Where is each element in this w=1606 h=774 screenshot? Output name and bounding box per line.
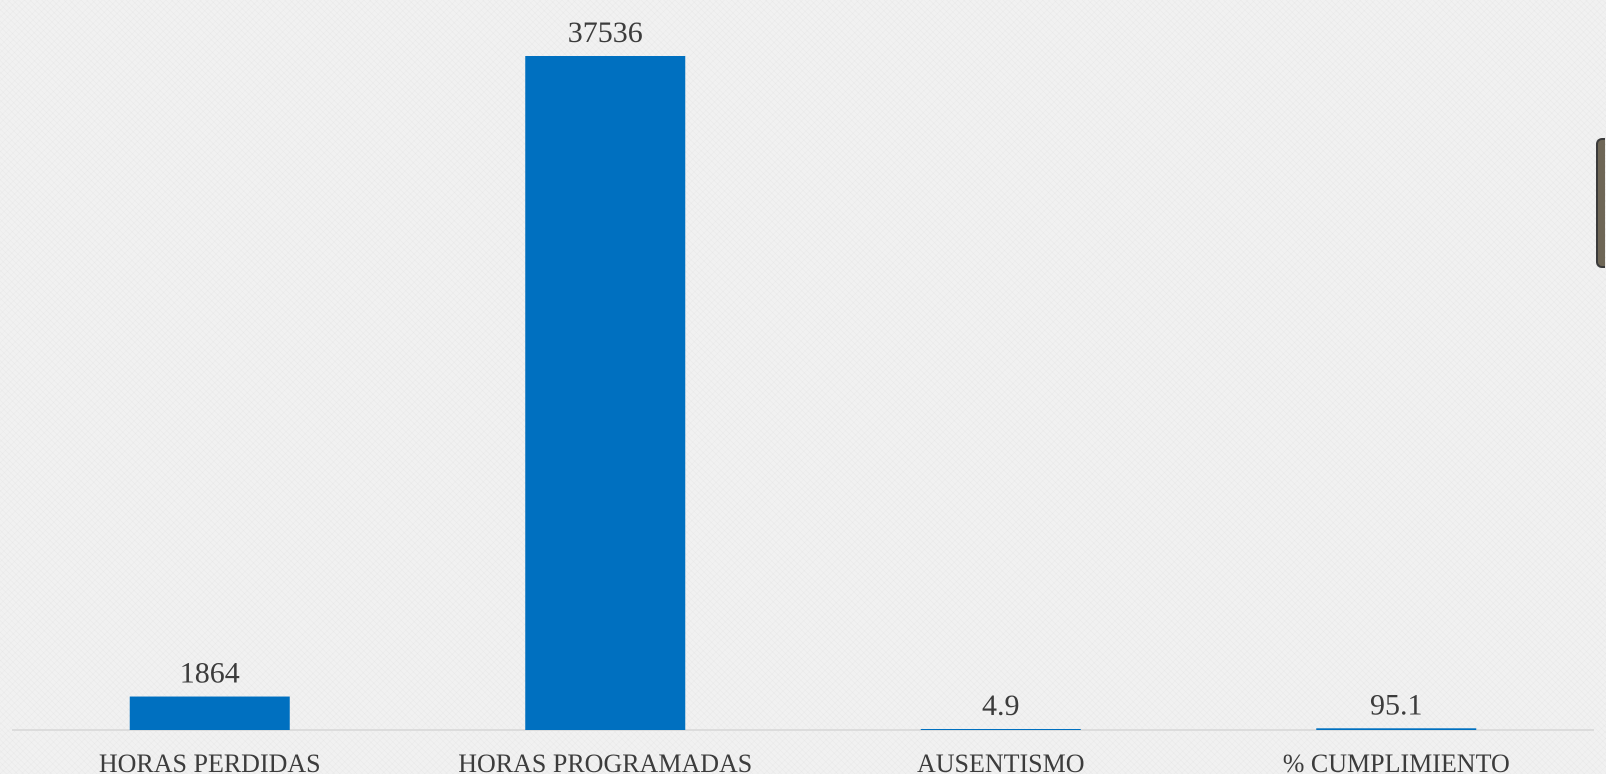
category-label-3: % CUMPLIMIENTO bbox=[1283, 749, 1510, 774]
bar-0 bbox=[129, 696, 290, 730]
value-label-2: 4.9 bbox=[982, 689, 1020, 722]
value-label-1: 37536 bbox=[568, 16, 643, 49]
category-label-2: AUSENTISMO bbox=[917, 749, 1085, 774]
category-label-0: HORAS PERDIDAS bbox=[99, 749, 321, 774]
bar-3 bbox=[1316, 728, 1477, 730]
bar-1 bbox=[525, 56, 686, 730]
bar-2 bbox=[920, 729, 1081, 730]
category-label-1: HORAS PROGRAMADAS bbox=[458, 749, 752, 774]
value-label-3: 95.1 bbox=[1370, 688, 1423, 721]
side-panel-handle[interactable] bbox=[1596, 138, 1605, 268]
value-label-0: 1864 bbox=[180, 657, 240, 690]
